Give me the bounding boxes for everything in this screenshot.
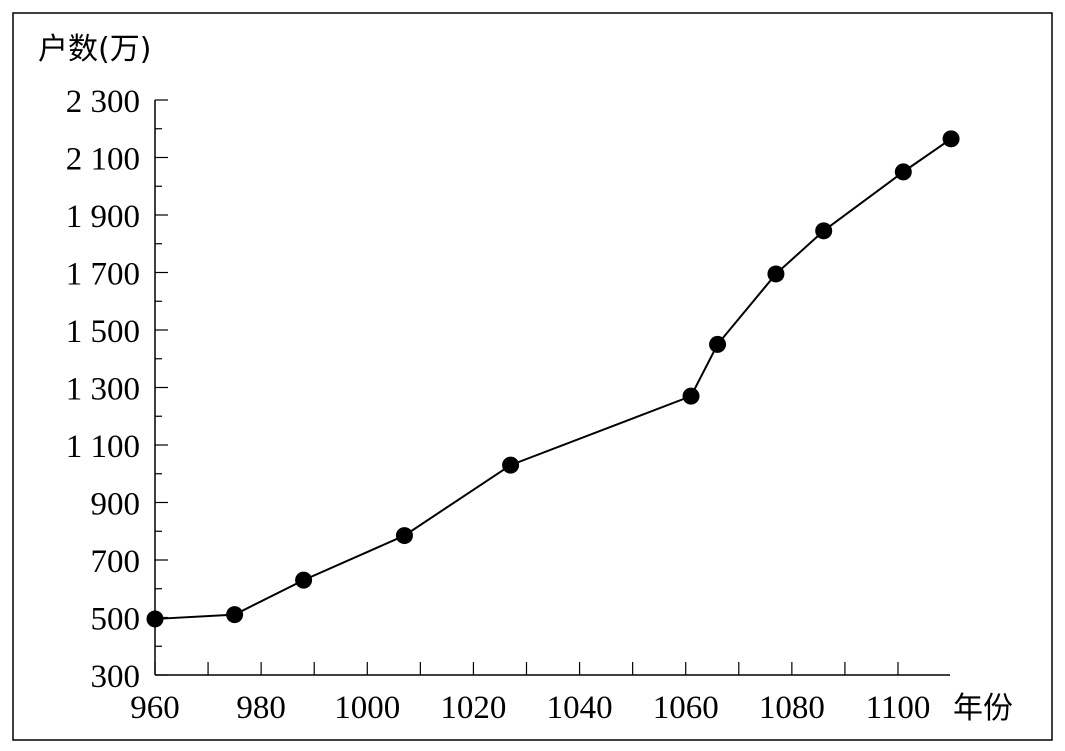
chart-frame [12,12,1053,741]
data-point [767,265,785,283]
y-axis-title: 户数(万) [38,32,151,67]
data-point [395,527,413,545]
data-point [226,606,244,624]
data-point [295,571,313,589]
y-tick-label: 900 [91,487,141,523]
series-line [154,137,952,620]
y-tick-label: 1 500 [66,314,140,350]
y-tick-label: 700 [91,544,141,580]
y-tick-label: 300 [91,659,141,695]
x-axis-title: 年份 [953,691,1013,726]
x-tick-label: 1060 [653,690,719,726]
x-tick-label: 1080 [759,690,825,726]
y-tick-label: 500 [91,602,141,638]
data-point [894,163,912,181]
data-point [815,222,833,240]
data-point [682,387,700,405]
y-tick-label: 1 900 [66,199,140,235]
series-group [146,130,960,628]
y-tick-label: 2 100 [66,142,140,178]
x-tick-label: 980 [236,690,286,726]
data-point [502,456,520,474]
data-point [146,610,164,628]
y-tick-label: 1 300 [66,372,140,408]
x-tick-label: 1000 [334,690,400,726]
data-point [709,335,727,353]
y-tick-label: 2 300 [66,84,140,120]
y-tick-label: 1 100 [66,429,140,465]
x-tick-label: 1020 [440,690,506,726]
x-tick-label: 1040 [547,690,613,726]
data-point [942,130,960,148]
y-tick-label: 1 700 [66,257,140,293]
y-ticks: 300 500 700 900 1 100 1 300 1 500 1 700 1 900 2 1… [66,84,168,695]
x-tick-label: 960 [130,690,180,726]
x-ticks: 960 980 1000 1020 1040 1060 1080 1100 [130,662,930,726]
x-tick-label: 1100 [866,690,931,726]
axes [154,100,950,676]
